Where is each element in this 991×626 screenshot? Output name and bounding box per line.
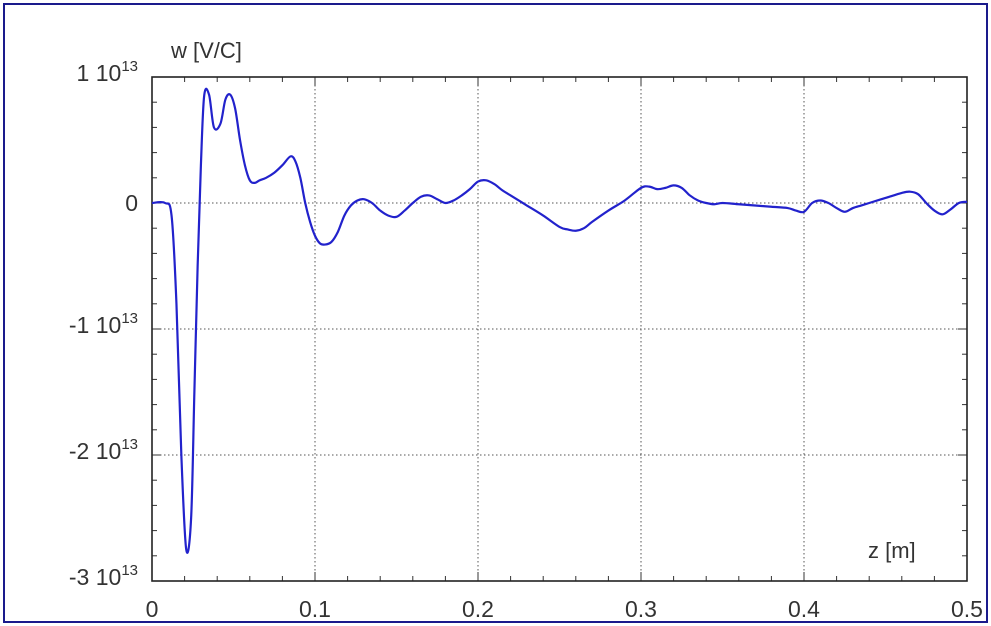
y-axis-label: w [V/C] xyxy=(170,38,242,63)
x-tick-label: 0.5 xyxy=(951,596,983,621)
x-tick-label: 0.4 xyxy=(788,596,820,621)
x-tick-label: 0 xyxy=(146,596,159,621)
y-tick-label: -2 1013 xyxy=(69,436,138,464)
x-tick-label: 0.3 xyxy=(625,596,657,621)
tick-labels: 0 0.1 0.2 0.3 0.4 0.5 1 1013 0 -1 1013 -2 1013 -3 … xyxy=(69,58,983,621)
y-tick-label: -3 1013 xyxy=(69,562,138,590)
plot-area-border xyxy=(151,76,968,582)
x-axis-label: z [m] xyxy=(868,538,916,563)
x-tick-label: 0.1 xyxy=(299,596,331,621)
line-chart: 0 0.1 0.2 0.3 0.4 0.5 1 1013 0 -1 1013 -2 1013 -3 … xyxy=(69,38,983,621)
series-line xyxy=(151,87,968,554)
grid xyxy=(152,77,967,581)
chart-frame: 0 0.1 0.2 0.3 0.4 0.5 1 1013 0 -1 1013 -2 1013 -3 … xyxy=(3,3,988,623)
y-tick-label: -1 1013 xyxy=(69,310,138,338)
x-tick-label: 0.2 xyxy=(462,596,494,621)
y-tick-label: 1 1013 xyxy=(77,58,138,86)
y-tick-label: 0 xyxy=(125,190,138,216)
